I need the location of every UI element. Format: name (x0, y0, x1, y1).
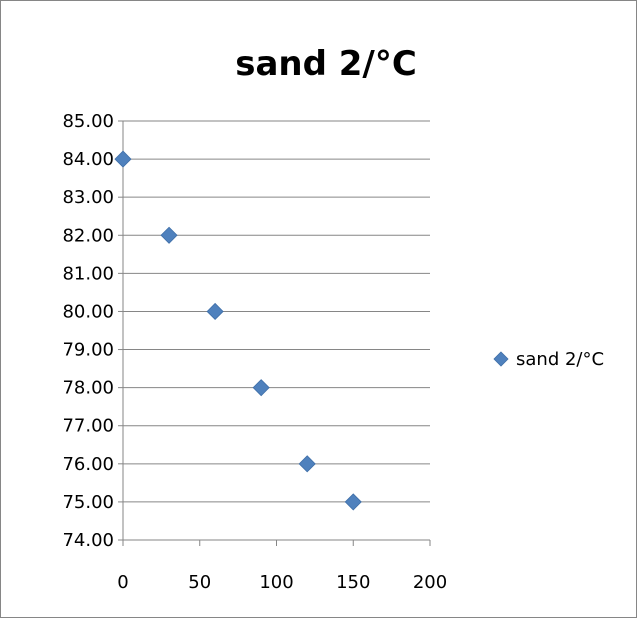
data-point (344, 493, 362, 511)
y-tick-label: 76.00 (62, 454, 114, 475)
data-point (114, 150, 132, 168)
data-point (252, 379, 270, 397)
chart-title: sand 2/°C (235, 44, 417, 84)
x-tick-label: 150 (336, 572, 370, 593)
y-tick-label: 83.00 (62, 187, 114, 208)
y-tick-label: 74.00 (62, 530, 114, 551)
y-tick-label: 81.00 (62, 263, 114, 284)
y-tick-label: 75.00 (62, 492, 114, 513)
y-tick-label: 79.00 (62, 340, 114, 361)
y-tick-label: 84.00 (62, 149, 114, 170)
y-tick-label: 78.00 (62, 378, 114, 399)
y-tick-label: 77.00 (62, 416, 114, 437)
axes (118, 120, 431, 546)
y-tick-label: 82.00 (62, 225, 114, 246)
y-tick-label: 85.00 (62, 111, 114, 132)
x-tick-labels: 0 50 100 150 200 (117, 572, 447, 593)
legend-marker-icon (493, 351, 509, 367)
legend: sand 2/°C (493, 349, 604, 370)
x-tick-label: 100 (259, 572, 293, 593)
x-tick-label: 200 (413, 572, 447, 593)
legend-label: sand 2/°C (516, 349, 604, 370)
data-point (206, 302, 224, 321)
data-point (160, 226, 178, 244)
y-tick-labels: 74.00 75.00 76.00 77.00 78.00 79.00 80.00 81.00… (62, 111, 114, 551)
data-point (298, 455, 316, 473)
data-points (114, 150, 362, 511)
y-tick-label: 80.00 (62, 301, 114, 322)
x-tick-label: 0 (117, 572, 128, 593)
x-tick-label: 50 (188, 572, 211, 593)
gridlines (123, 120, 430, 503)
